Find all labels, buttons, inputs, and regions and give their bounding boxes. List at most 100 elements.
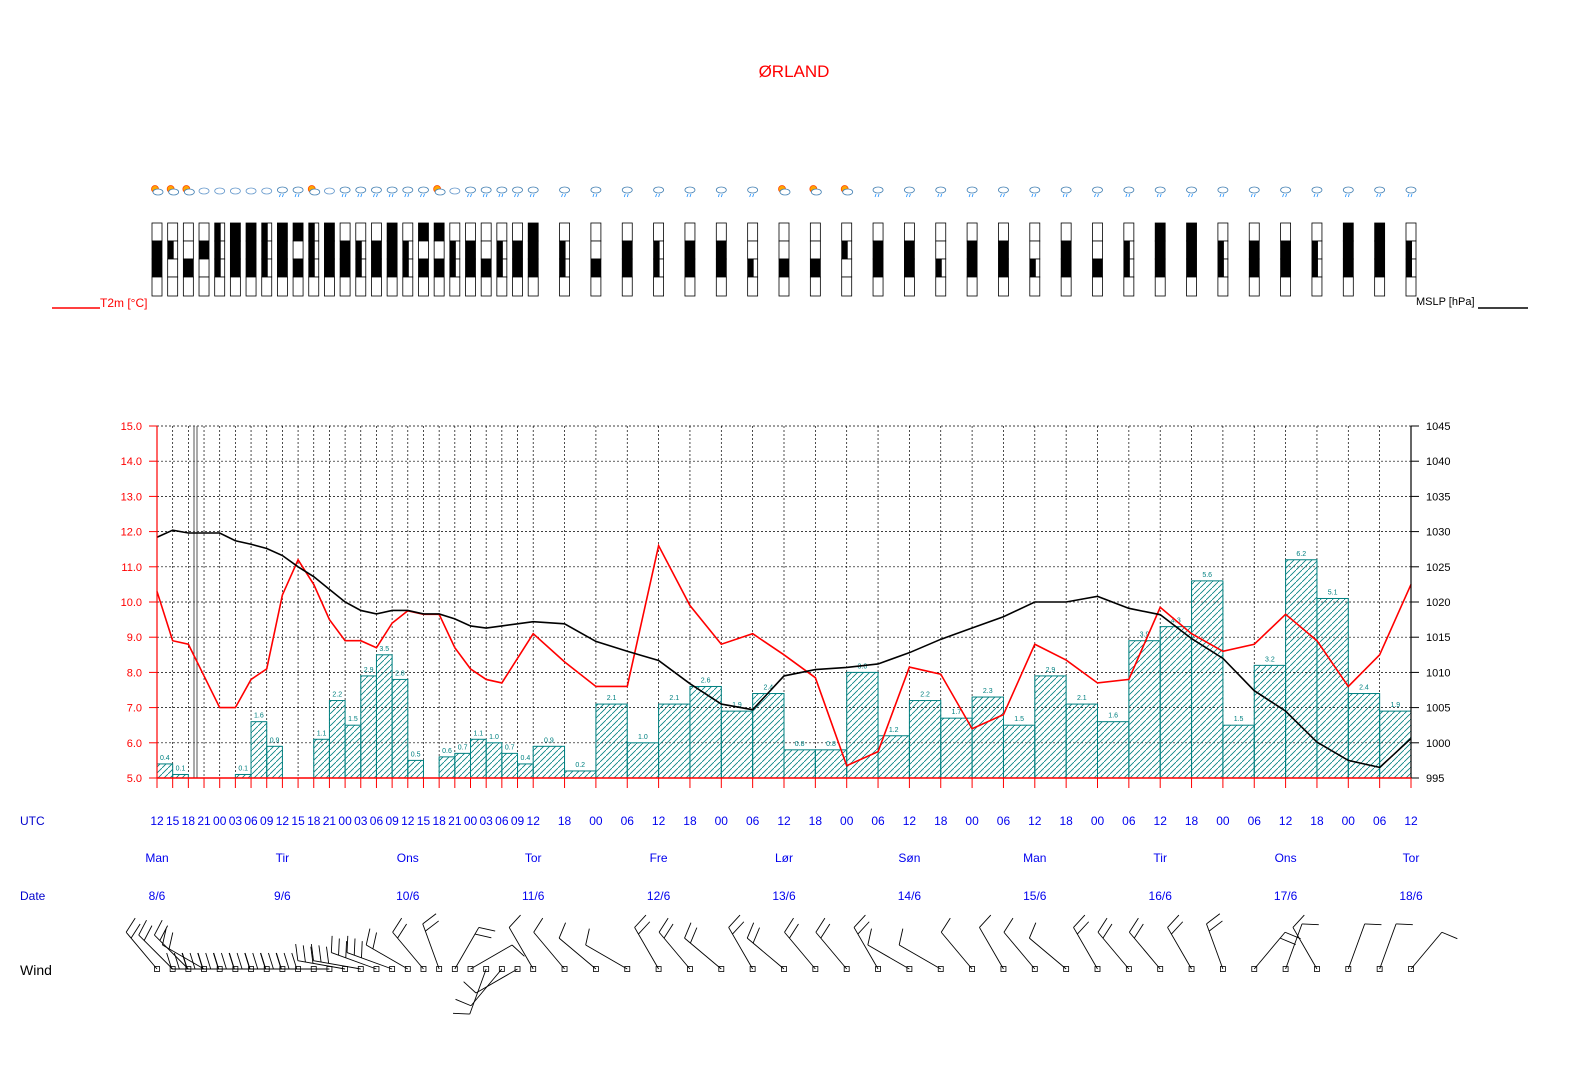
date-label: 17/6 bbox=[1274, 889, 1298, 903]
cloud-cover-fill bbox=[1186, 259, 1197, 277]
rain-drop-icon bbox=[752, 193, 755, 198]
cloud-cover-fill bbox=[230, 259, 241, 277]
rain-drop-icon bbox=[1159, 193, 1162, 198]
cloud-cover-fill bbox=[387, 241, 398, 259]
rain-cloud-icon bbox=[480, 186, 492, 194]
cloud-cover-fill bbox=[747, 259, 754, 277]
right-tick-label: 1040 bbox=[1426, 456, 1450, 468]
cloud-cover-fill bbox=[512, 259, 523, 277]
cloud-cover-fill bbox=[1217, 241, 1224, 259]
utc-tick-label: 06 bbox=[997, 814, 1011, 828]
rain-drop-icon bbox=[1282, 193, 1284, 198]
cloud-icon bbox=[842, 188, 854, 196]
cloud-cover-box bbox=[684, 222, 696, 242]
rain-cloud-icon bbox=[1186, 186, 1197, 194]
utc-tick-label: 21 bbox=[197, 814, 211, 828]
cloud-cover-box bbox=[778, 222, 790, 242]
cloud-cover-box bbox=[449, 276, 461, 297]
wind-barb bbox=[244, 952, 251, 970]
utc-tick-label: 12 bbox=[527, 814, 541, 828]
rain-drop-icon bbox=[501, 193, 504, 198]
cloud-cover-box bbox=[465, 222, 476, 242]
utc-tick-label: 06 bbox=[370, 814, 384, 828]
cloud-cover-box bbox=[151, 222, 163, 242]
precip-bar bbox=[517, 763, 534, 779]
wind-barb bbox=[228, 952, 235, 970]
cloud-cover-fill bbox=[371, 241, 382, 259]
precip-bar bbox=[908, 700, 942, 779]
rain-drop-icon bbox=[297, 193, 300, 198]
wind-barb bbox=[455, 998, 472, 1007]
rain-cloud-icon bbox=[1092, 186, 1103, 194]
left-tick-label: 9.0 bbox=[127, 632, 142, 644]
wind-barb bbox=[1077, 921, 1090, 935]
wind-barb bbox=[168, 932, 174, 949]
cloud-cover-box bbox=[1154, 276, 1166, 297]
wind-row-label: Wind bbox=[20, 962, 52, 978]
wind-barb bbox=[283, 952, 290, 970]
cloud-cover-box bbox=[653, 222, 664, 242]
rain-drop-icon bbox=[482, 193, 485, 198]
rain-drop-icon bbox=[561, 193, 563, 198]
rain-drop-icon bbox=[1379, 193, 1382, 198]
cloud-cover-box bbox=[1217, 222, 1229, 242]
precip-label: 0.1 bbox=[176, 765, 186, 772]
wind-barb bbox=[291, 952, 298, 970]
cloud-cover-fill bbox=[308, 241, 315, 259]
wind-barb bbox=[181, 952, 188, 970]
rain-drop-icon bbox=[1188, 193, 1190, 198]
utc-tick-label: 12 bbox=[652, 814, 666, 828]
rain-drop-icon bbox=[1410, 193, 1413, 198]
cloud-cover-fill bbox=[355, 241, 362, 259]
cloud-cover-box bbox=[433, 276, 445, 297]
cloud-cover-fill bbox=[152, 259, 162, 277]
cloud-cover-box bbox=[747, 222, 759, 242]
utc-tick-label: 18 bbox=[683, 814, 697, 828]
cloud-cover-fill bbox=[293, 259, 304, 277]
cloud-cover-box bbox=[292, 276, 304, 297]
utc-tick-label: 18 bbox=[1059, 814, 1073, 828]
cloud-icon bbox=[245, 187, 257, 195]
precip-label: 2.1 bbox=[1077, 695, 1087, 702]
cloud-cover-box bbox=[418, 240, 429, 260]
right-tick-label: 1000 bbox=[1426, 738, 1450, 750]
date-label: 18/6 bbox=[1399, 889, 1423, 903]
rain-drop-icon bbox=[357, 193, 360, 198]
cloud-cover-fill bbox=[1406, 259, 1412, 277]
wind-shaft bbox=[1029, 937, 1067, 970]
precip-bar bbox=[846, 671, 879, 779]
utc-tick-label: 00 bbox=[1342, 814, 1356, 828]
utc-tick-label: 12 bbox=[150, 814, 164, 828]
rain-drop-icon bbox=[344, 193, 347, 198]
cloud-cover-fill bbox=[465, 259, 476, 277]
utc-tick-label: 03 bbox=[354, 814, 368, 828]
wind-shaft bbox=[558, 937, 597, 970]
cloud-cover-fill bbox=[246, 259, 257, 277]
cloud-icon bbox=[261, 187, 273, 195]
wind-shaft bbox=[634, 927, 659, 970]
rain-drop-icon bbox=[1097, 193, 1099, 198]
day-label: Man bbox=[1023, 851, 1046, 865]
precip-bar bbox=[564, 770, 597, 779]
precip-label: 2.6 bbox=[701, 677, 711, 684]
left-tick-label: 14.0 bbox=[121, 456, 142, 468]
cloud-cover-fill bbox=[449, 259, 456, 277]
precip-label: 2.2 bbox=[920, 692, 930, 699]
cloud-cover-box bbox=[182, 240, 194, 260]
rain-drop-icon bbox=[1094, 193, 1096, 198]
rain-drop-icon bbox=[467, 193, 469, 198]
utc-tick-label: 18 bbox=[432, 814, 446, 828]
rain-drop-icon bbox=[1376, 193, 1379, 198]
cloud-cover-box bbox=[167, 222, 179, 242]
cloud-cover-fill bbox=[716, 259, 727, 277]
cloud-cover-fill bbox=[324, 259, 335, 277]
cloud-cover-fill bbox=[1343, 259, 1354, 277]
wind-shaft bbox=[313, 960, 361, 970]
utc-tick-label: 09 bbox=[511, 814, 525, 828]
utc-tick-label: 00 bbox=[1216, 814, 1230, 828]
cloud-cover-box bbox=[1248, 222, 1260, 242]
wind-barb bbox=[732, 921, 745, 935]
cloud-cover-fill bbox=[183, 259, 194, 277]
cloud-cover-box bbox=[151, 276, 163, 297]
cloud-cover-box bbox=[214, 276, 226, 297]
